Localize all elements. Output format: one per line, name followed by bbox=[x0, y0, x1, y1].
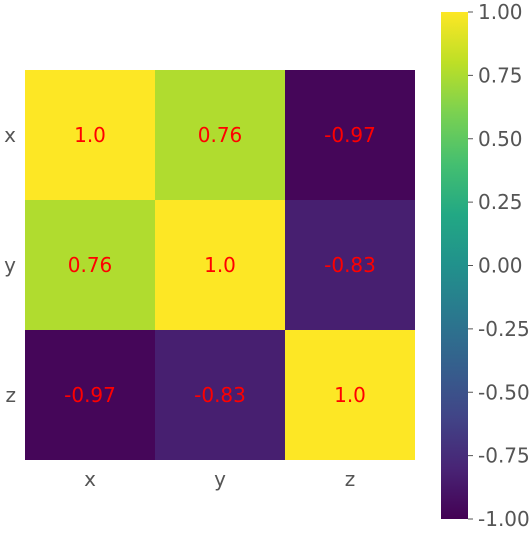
colorbar-tick-label-3: 0.25 bbox=[478, 190, 523, 214]
colorbar-tick-label-6: -0.50 bbox=[478, 380, 530, 404]
heatmap-cell-z-y bbox=[155, 330, 285, 460]
cell-label-x-z: -0.97 bbox=[324, 123, 376, 147]
x-tick-label-x: x bbox=[84, 467, 96, 491]
cell-label-x-y: 0.76 bbox=[198, 123, 243, 147]
y-tick-label-y: y bbox=[4, 253, 16, 277]
cell-label-z-x: -0.97 bbox=[64, 383, 116, 407]
y-tick-label-x: x bbox=[4, 123, 16, 147]
cell-label-y-z: -0.83 bbox=[324, 253, 376, 277]
cell-label-x-x: 1.0 bbox=[74, 123, 106, 147]
cell-label-z-z: 1.0 bbox=[334, 383, 366, 407]
cell-label-y-y: 1.0 bbox=[204, 253, 236, 277]
colorbar-tick-label-0: 1.00 bbox=[478, 0, 523, 24]
colorbar bbox=[441, 12, 468, 519]
heatmap-cell-x-y bbox=[155, 70, 285, 200]
heatmap-cell-x-z bbox=[285, 70, 415, 200]
colorbar-tick-label-2: 0.50 bbox=[478, 127, 523, 151]
colorbar-tick-label-4: 0.00 bbox=[478, 254, 523, 278]
heatmap-cells bbox=[25, 70, 415, 460]
cell-label-y-x: 0.76 bbox=[68, 253, 113, 277]
x-tick-label-y: y bbox=[214, 467, 226, 491]
heatmap-cell-z-z bbox=[285, 330, 415, 460]
heatmap-cell-x-x bbox=[25, 70, 155, 200]
y-axis: x y z bbox=[4, 123, 16, 407]
colorbar-tick-label-7: -0.75 bbox=[478, 444, 530, 468]
colorbar-tick-label-1: 0.75 bbox=[478, 63, 523, 87]
heatmap-cell-labels: 1.0 0.76 -0.97 0.76 1.0 -0.83 -0.97 -0.83 1.0 bbox=[64, 123, 376, 407]
x-tick-label-z: z bbox=[345, 467, 356, 491]
cell-label-z-y: -0.83 bbox=[194, 383, 246, 407]
heatmap-cell-y-y bbox=[155, 200, 285, 330]
heatmap-cell-y-z bbox=[285, 200, 415, 330]
x-axis: x y z bbox=[84, 467, 355, 491]
heatmap-cell-z-x bbox=[25, 330, 155, 460]
colorbar-gradient bbox=[441, 12, 468, 519]
colorbar-tick-label-8: -1.00 bbox=[478, 507, 530, 531]
heatmap-cell-y-x bbox=[25, 200, 155, 330]
colorbar-ticks: 1.00 0.75 0.50 0.25 0.00 -0.25 -0.50 -0.75 -1.00 bbox=[468, 0, 530, 531]
colorbar-tick-label-5: -0.25 bbox=[478, 317, 530, 341]
y-tick-label-z: z bbox=[6, 383, 17, 407]
